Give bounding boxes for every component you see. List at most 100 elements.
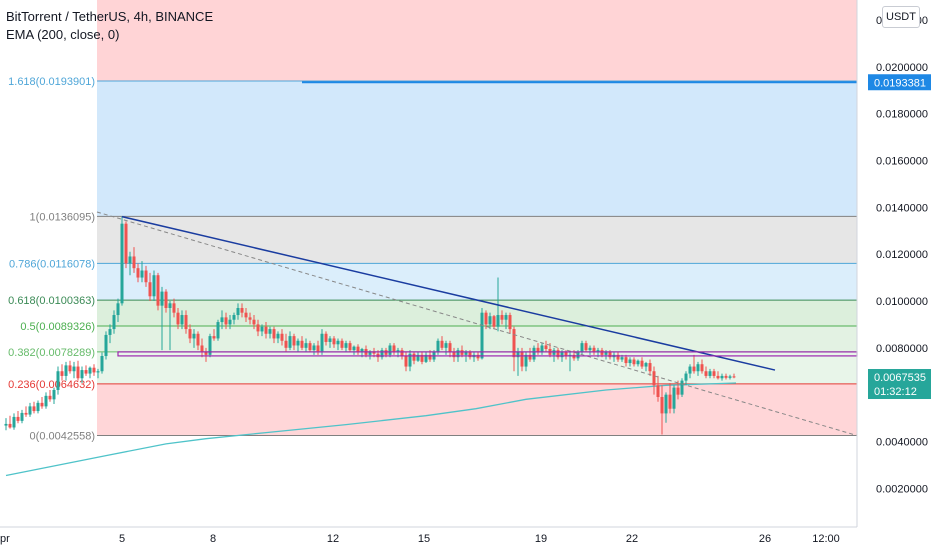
candle-body [296, 340, 300, 346]
candle-body [248, 317, 252, 320]
candle-body [400, 350, 404, 357]
candle [532, 345, 536, 362]
candle-body [580, 343, 584, 353]
candle [732, 373, 736, 379]
candle [176, 308, 180, 330]
candle [104, 331, 108, 360]
candle [320, 329, 324, 355]
candle [584, 340, 588, 353]
chart-title: BitTorrent / TetherUS, 4h, BINANCE [6, 9, 214, 24]
candle [656, 375, 660, 402]
candle-body [436, 340, 440, 353]
candle [252, 315, 256, 330]
candle [636, 359, 640, 367]
candle-body [708, 371, 712, 376]
candle [712, 368, 716, 379]
ema-200-line [5, 382, 737, 477]
price-axis[interactable]: 0.02200000.02000000.01800000.01600000.01… [856, 0, 931, 527]
candle-body [628, 359, 632, 364]
candle [76, 360, 80, 381]
candle [28, 402, 32, 417]
candle [488, 312, 492, 330]
candle-body [704, 371, 708, 376]
candle [668, 382, 672, 414]
price-label-box [868, 369, 931, 400]
candle [660, 385, 664, 435]
candles [4, 216, 736, 435]
candle-body [388, 345, 392, 355]
time-axis[interactable]: pr 5 8 12 15 19 22 26 12:00 [0, 526, 857, 545]
candle-body [120, 223, 124, 304]
candle-body [404, 356, 408, 367]
candle-body [720, 375, 724, 379]
descending-trendline [121, 215, 776, 371]
candle-body [312, 345, 316, 351]
candle-body [368, 351, 372, 355]
candle [128, 251, 132, 276]
candle [340, 338, 344, 351]
candle-body [624, 357, 628, 364]
candle-body [64, 365, 68, 376]
candle [272, 326, 276, 344]
currency-unit-button[interactable]: USDT [882, 6, 920, 28]
candle [216, 319, 220, 341]
candle [292, 333, 296, 351]
candle-body [252, 319, 256, 325]
candle [72, 361, 76, 379]
candle-body [620, 357, 624, 360]
candle-body [412, 353, 416, 361]
candle-body [604, 352, 608, 355]
candle-body [464, 352, 468, 355]
candle [200, 338, 204, 358]
candle-body [284, 340, 288, 348]
price-tick-label: 0.0120000 [876, 249, 928, 261]
fib-label: 0.382(0.0078289) [8, 347, 95, 359]
candle-body [276, 333, 280, 339]
fib-zone [97, 0, 857, 82]
candle [544, 340, 548, 353]
candle [400, 347, 404, 360]
candle-body [144, 270, 148, 283]
candle [328, 336, 332, 348]
candle [116, 298, 120, 323]
candle-body [316, 345, 320, 352]
price-label: 0.0193381 [874, 77, 926, 89]
candle-body [420, 354, 424, 362]
time-tick-label: 12 [327, 533, 339, 545]
candle [692, 354, 696, 374]
candle-body [320, 333, 324, 352]
indicator-label[interactable]: EMA (200, close, 0) [6, 27, 120, 42]
candle-body [484, 312, 488, 325]
candle [192, 329, 196, 348]
candle-body [60, 371, 64, 376]
candle-body [124, 223, 128, 264]
candle [724, 373, 728, 380]
candle-body [220, 317, 224, 323]
candle-body [196, 333, 200, 346]
candle-body [392, 345, 396, 353]
price-tick-label: 0.0080000 [876, 343, 928, 355]
candle-body [504, 315, 508, 320]
candle [172, 298, 176, 318]
candle [304, 338, 308, 353]
candle [88, 366, 92, 379]
time-tick-label: 22 [626, 533, 638, 545]
candle [44, 392, 48, 409]
candle [680, 378, 684, 398]
candle [688, 364, 692, 379]
candle-body [448, 343, 452, 353]
candle [208, 333, 212, 358]
candle [700, 359, 704, 374]
candle-body [132, 256, 136, 269]
time-tick-label: 8 [210, 533, 216, 545]
price-tick-label: 0.0180000 [876, 109, 928, 121]
candle-body [532, 347, 536, 360]
price-tick-label: 0.0020000 [876, 483, 928, 495]
candle-body [164, 291, 168, 309]
candle [588, 345, 592, 355]
candle [264, 322, 268, 339]
candle [380, 347, 384, 360]
candle [424, 352, 428, 364]
candle-body [688, 366, 692, 374]
